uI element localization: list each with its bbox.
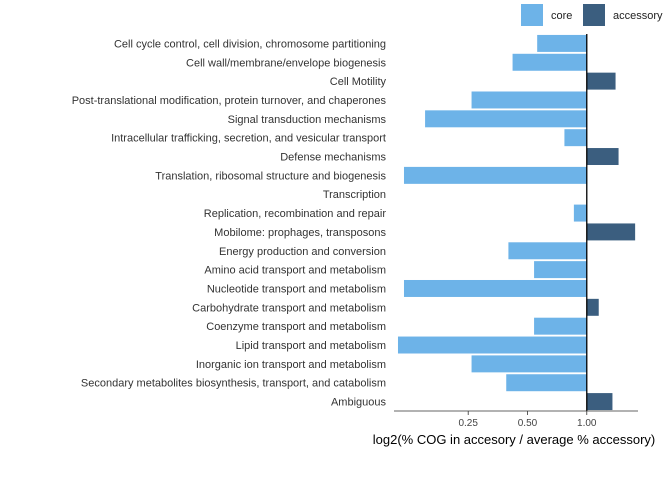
x-axis: 0.25 0.50 1.00 — [394, 410, 638, 429]
category-label: Carbohydrate transport and metabolism — [192, 302, 386, 314]
bar-core — [564, 129, 587, 147]
category-label: Signal transduction mechanisms — [228, 114, 387, 126]
legend-swatch-core — [521, 4, 543, 26]
bar-accessory — [586, 298, 599, 316]
bar-core — [397, 336, 587, 354]
x-tick-label: 1.00 — [577, 418, 597, 429]
category-label: Cell cycle control, cell division, chrom… — [114, 38, 386, 50]
bar-core — [573, 204, 587, 222]
category-label: Ambiguous — [331, 397, 387, 409]
bar-accessory — [586, 223, 636, 241]
bar-accessory — [586, 393, 613, 411]
bar-core — [508, 242, 587, 260]
legend-label-accessory: accessory — [613, 10, 663, 22]
category-label: Intracellular trafficking, secretion, an… — [111, 133, 386, 145]
category-label: Translation, ribosomal structure and bio… — [155, 170, 386, 182]
x-tick-label: 0.25 — [458, 418, 478, 429]
category-label: Lipid transport and metabolism — [236, 340, 386, 352]
bar-core — [471, 91, 587, 109]
category-label: Post-translational modification, protein… — [72, 95, 387, 107]
legend-label-core: core — [551, 10, 572, 22]
category-label: Mobilome: prophages, transposons — [214, 227, 386, 239]
legend: core accessory — [521, 4, 663, 26]
category-label: Replication, recombination and repair — [204, 208, 387, 220]
bar-core — [534, 317, 587, 335]
bars — [397, 34, 636, 411]
category-label: Secondary metabolites biosynthesis, tran… — [81, 378, 386, 390]
bar-core — [471, 355, 587, 373]
bar-core — [534, 261, 587, 279]
category-label: Cell Motility — [330, 76, 387, 88]
legend-swatch-accessory — [583, 4, 605, 26]
category-label: Cell wall/membrane/envelope biogenesis — [186, 57, 386, 69]
category-label: Nucleotide transport and metabolism — [207, 283, 386, 295]
x-axis-title: log2(% COG in accesory / average % acces… — [373, 432, 656, 447]
x-tick-label: 0.50 — [518, 418, 538, 429]
bar-core — [537, 34, 587, 52]
category-label: Transcription — [323, 189, 386, 201]
bar-core — [506, 374, 587, 392]
category-labels: Cell cycle control, cell division, chrom… — [72, 38, 387, 408]
bar-core — [512, 53, 587, 71]
category-label: Amino acid transport and metabolism — [204, 265, 386, 277]
bar-accessory — [586, 72, 616, 90]
bar-core — [403, 166, 587, 184]
category-label: Defense mechanisms — [280, 152, 386, 164]
category-label: Energy production and conversion — [219, 246, 386, 258]
bar-core — [425, 110, 587, 128]
bar-accessory — [586, 148, 619, 166]
category-label: Inorganic ion transport and metabolism — [196, 359, 386, 371]
bar-core — [403, 279, 587, 297]
category-label: Coenzyme transport and metabolism — [206, 321, 386, 333]
